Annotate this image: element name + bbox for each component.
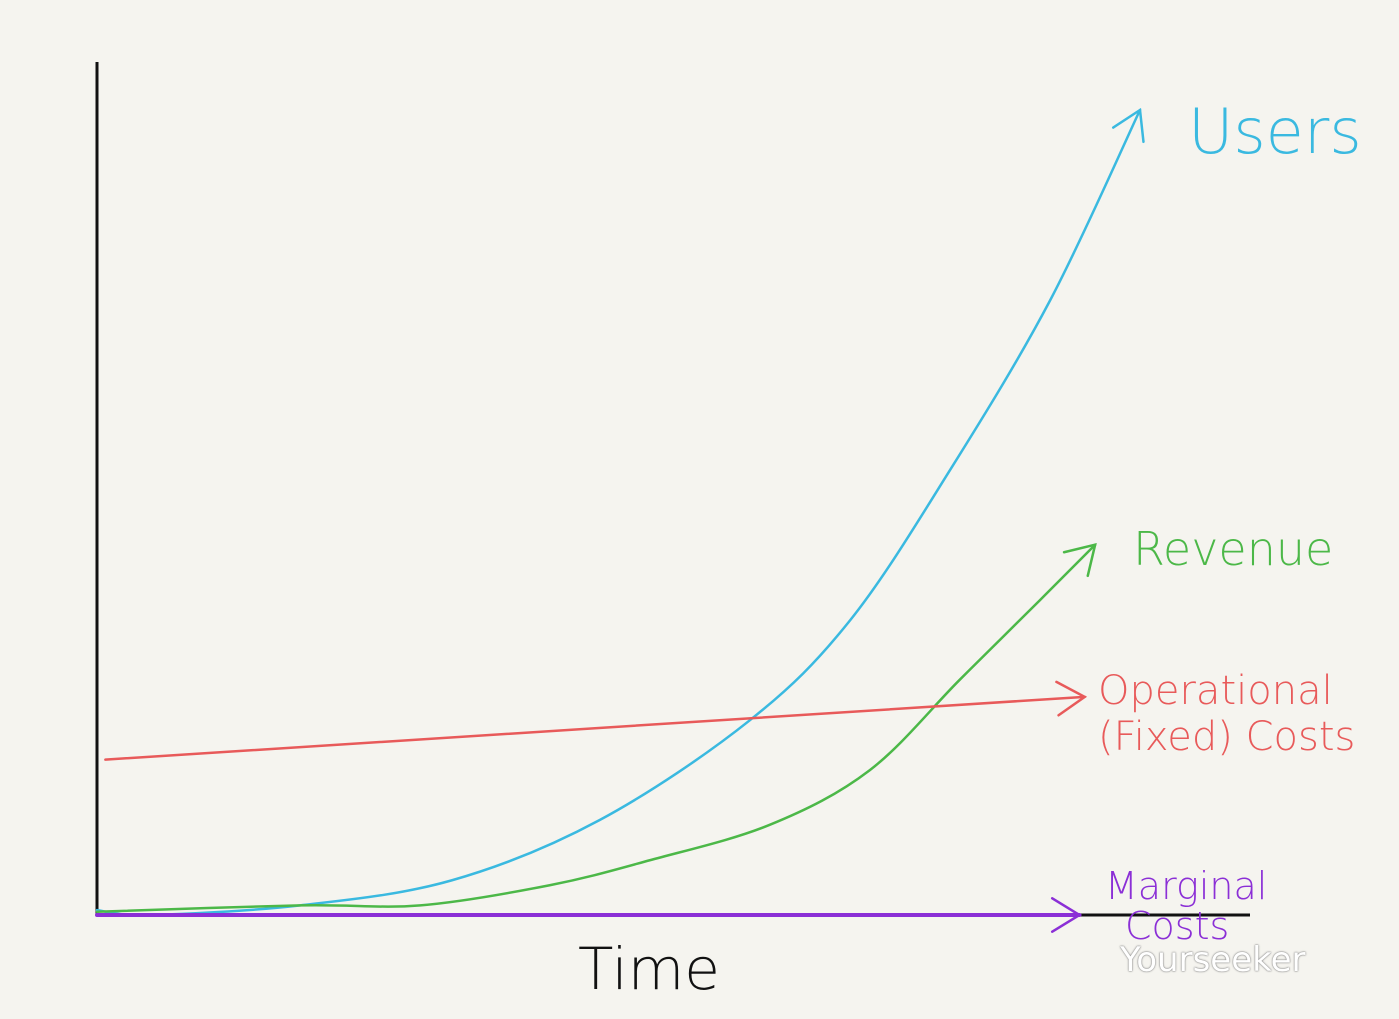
operational-costs-label-line1: Operational bbox=[1098, 668, 1333, 714]
users-line bbox=[95, 108, 1142, 917]
users-arrowhead bbox=[1111, 107, 1145, 144]
revenue-label: Revenue bbox=[1133, 522, 1334, 576]
operational-costs-label-line2: (Fixed) Costs bbox=[1098, 714, 1356, 760]
operational-costs-label: Operational (Fixed) Costs bbox=[1098, 668, 1355, 760]
marginal-costs-arrowhead bbox=[1050, 897, 1082, 933]
marginal-costs-label: Marginal Costs bbox=[1105, 866, 1267, 946]
operational-costs-arrowhead bbox=[1055, 680, 1088, 717]
marginal-costs-label-line2: Costs bbox=[1125, 904, 1230, 948]
revenue-arrowhead bbox=[1062, 543, 1097, 578]
operational-costs-line bbox=[104, 695, 1086, 761]
watermark: Yourseeker bbox=[1120, 940, 1306, 980]
users-label: Users bbox=[1188, 95, 1362, 168]
revenue-line bbox=[95, 543, 1097, 914]
marginal-costs-label-line1: Marginal bbox=[1105, 864, 1268, 908]
x-axis-label: Time bbox=[578, 935, 720, 1003]
